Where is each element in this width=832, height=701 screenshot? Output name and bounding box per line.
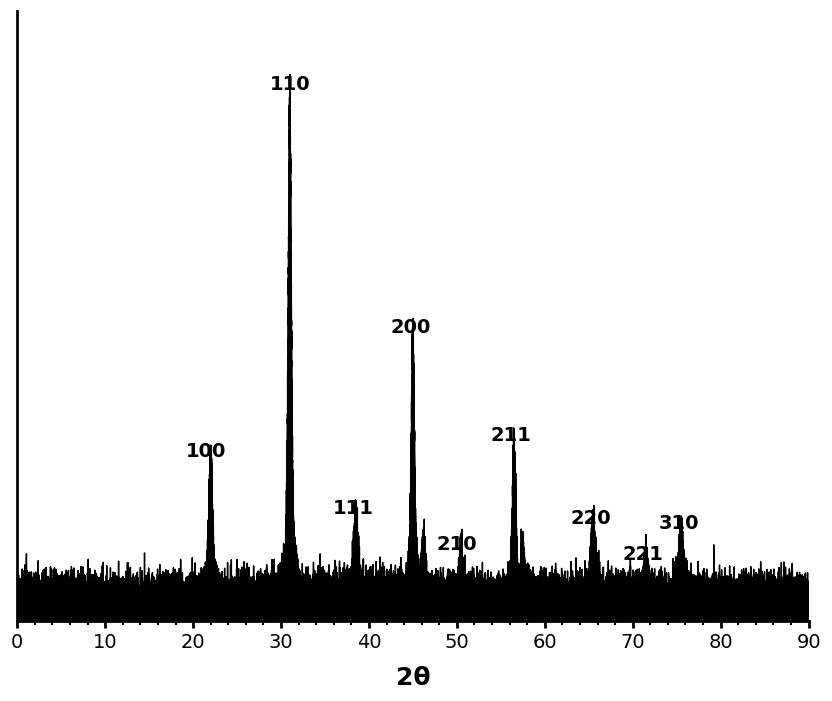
Text: 211: 211 [491, 426, 532, 445]
Text: 221: 221 [623, 545, 664, 564]
Text: 110: 110 [270, 75, 310, 94]
Text: 310: 310 [658, 515, 699, 533]
Text: 200: 200 [391, 318, 431, 337]
Text: 220: 220 [570, 509, 611, 528]
Text: 111: 111 [333, 499, 374, 518]
Text: 210: 210 [437, 535, 478, 554]
Text: 100: 100 [186, 442, 226, 461]
X-axis label: 2θ: 2θ [395, 666, 430, 690]
